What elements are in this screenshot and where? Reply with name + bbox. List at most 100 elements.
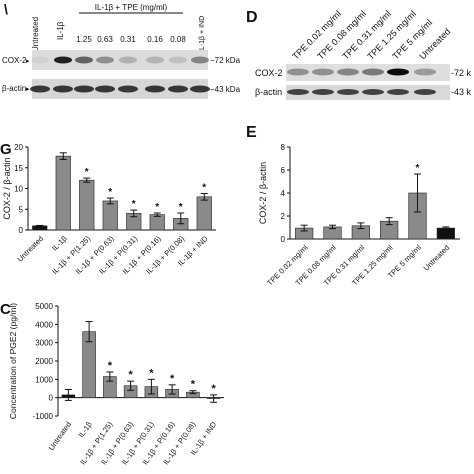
panel-letter-d: D <box>246 9 258 26</box>
blot-band <box>387 89 409 95</box>
y-tick-label: 15 <box>14 164 23 173</box>
y-tick-label: 8 <box>281 143 286 152</box>
conc-label-5: 0.08 <box>170 35 186 44</box>
significance-mark: * <box>108 360 113 372</box>
y-tick-label: 4 <box>281 189 286 198</box>
blot-band <box>118 85 138 93</box>
blot-band <box>414 89 436 95</box>
category-label: IL-1β <box>76 419 94 439</box>
conc-label-2: 0.63 <box>97 35 113 44</box>
blot-band <box>53 85 73 93</box>
blot-band <box>146 56 164 64</box>
blot-band <box>169 56 187 64</box>
category-label: Untreated <box>422 243 452 273</box>
blot-band <box>145 85 165 93</box>
bar <box>102 200 118 231</box>
lane-label-untreated: Untreated <box>31 17 40 52</box>
significance-mark: * <box>155 202 159 213</box>
y-tick-label: 3000 <box>35 339 53 348</box>
blot-band <box>362 68 384 76</box>
panel-letter-e: E <box>246 124 257 141</box>
significance-mark: * <box>170 373 175 385</box>
panel-letter-g: G <box>0 141 12 158</box>
blot-band <box>191 56 209 64</box>
significance-mark: * <box>179 202 183 213</box>
blot-d-cox2-strip <box>286 64 450 81</box>
y-tick-label: 0 <box>49 394 54 403</box>
blot-band <box>31 56 49 64</box>
y-tick-label: 2 <box>281 212 286 221</box>
row-arrow-actin: ▸ <box>26 86 30 93</box>
kda-label-43: −43 kDa <box>210 85 241 94</box>
y-tick-label: 5000 <box>35 302 53 311</box>
blot-band <box>287 68 309 76</box>
blot-band <box>287 89 309 95</box>
bar <box>149 214 165 231</box>
blot-band <box>312 89 334 95</box>
blot-band <box>312 68 334 76</box>
blot-band <box>362 89 384 95</box>
conc-label-1: 1.25 <box>76 35 92 44</box>
significance-mark: * <box>108 187 112 198</box>
category-label: Untreated <box>16 234 46 264</box>
significance-mark: * <box>191 379 196 391</box>
row-label-actin-d: β-actin <box>255 87 282 97</box>
y-axis-label: COX-2 / β-actin <box>258 162 268 224</box>
panel-letter-a-partial: \ <box>4 1 8 17</box>
kda-label-43-d: -43 k <box>451 87 472 97</box>
kda-label-72-d: -72 k <box>451 68 472 78</box>
panel-letter-c: C <box>0 301 11 318</box>
significance-mark: * <box>149 367 154 379</box>
y-tick-label: 1000 <box>35 375 53 384</box>
blot-band <box>96 56 114 64</box>
bar <box>196 196 212 231</box>
blot-band <box>190 85 210 93</box>
blot-band <box>168 85 188 93</box>
y-tick-label: 6 <box>281 166 286 175</box>
blot-band <box>387 68 409 76</box>
conc-label-4: 0.16 <box>147 35 163 44</box>
y-tick-label: 10 <box>14 185 23 194</box>
y-tick-label: 20 <box>14 143 23 152</box>
category-label: IL-1β <box>50 234 69 253</box>
kda-label-72: −72 kDa <box>210 56 241 65</box>
y-axis-label: Concentration of PGE2 (pg/ml) <box>8 303 18 419</box>
bar <box>55 155 71 231</box>
blot-band <box>74 85 94 93</box>
lane-label-ind: IL-1β + IND <box>199 16 206 52</box>
blot-a-cox2-strip <box>32 50 208 70</box>
y-tick-label: -1000 <box>33 412 54 421</box>
y-tick-label: 0 <box>19 226 24 235</box>
blot-band <box>337 68 359 76</box>
category-label: Untreated <box>47 420 73 452</box>
bar <box>79 179 95 231</box>
y-tick-label: 5 <box>19 205 24 214</box>
y-tick-label: 4000 <box>35 320 53 329</box>
y-axis-label: COX-2 / β-actin <box>2 157 12 219</box>
significance-mark: * <box>211 383 216 395</box>
chart-c: Concentration of PGE2 (pg/ml) -1000 0 1000 2… <box>8 302 224 466</box>
significance-mark: * <box>85 167 89 178</box>
row-label-actin: β-actin <box>2 84 26 93</box>
significance-mark: * <box>128 369 133 381</box>
blot-band <box>75 56 93 64</box>
row-label-cox2: COX-2 <box>2 56 27 65</box>
significance-mark: * <box>132 199 136 210</box>
y-tick-label: 0 <box>281 235 286 244</box>
blot-band <box>414 68 436 76</box>
blot-band <box>337 89 359 95</box>
lane-label-il1b: IL-1β <box>56 21 65 40</box>
blot-a: Untreated IL-1β IL-1β + TPE (mg/ml) 1.25… <box>2 3 241 99</box>
conc-label-3: 0.31 <box>120 35 136 44</box>
blot-band <box>54 56 72 64</box>
blot-band <box>119 56 137 64</box>
row-arrow-cox2: ▸ <box>26 58 30 65</box>
significance-mark: * <box>202 182 206 193</box>
row-label-cox2-d: COX-2 <box>255 68 283 78</box>
y-tick-label: 2000 <box>35 357 53 366</box>
blot-band <box>95 85 115 93</box>
blot-band <box>30 85 50 93</box>
